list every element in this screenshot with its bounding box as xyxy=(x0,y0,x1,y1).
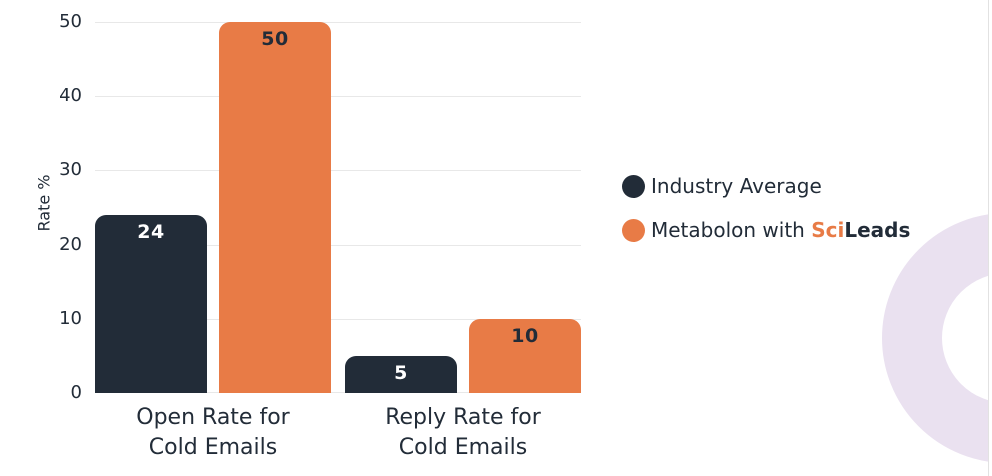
gridline xyxy=(95,319,581,320)
y-tick-label: 10 xyxy=(59,308,82,329)
bar-industry-average-cat2: 5 xyxy=(345,356,457,393)
y-axis-ticks: 0 10 20 30 40 50 xyxy=(0,0,82,476)
gridline xyxy=(95,392,581,393)
gridline xyxy=(95,96,581,97)
y-tick-label: 50 xyxy=(59,11,82,32)
x-axis-label-line: Cold Emails xyxy=(398,435,528,460)
legend: Industry Average Metabolon with SciLeads xyxy=(622,174,910,242)
decorative-ring xyxy=(882,213,988,463)
brand-sci: Sci xyxy=(811,218,845,242)
x-axis-label-line: Reply Rate for xyxy=(385,405,541,430)
legend-label: Industry Average xyxy=(651,174,822,198)
y-tick-label: 30 xyxy=(59,159,82,180)
legend-item-industry-average: Industry Average xyxy=(622,174,910,198)
y-tick-label: 40 xyxy=(59,85,82,106)
y-tick-label: 0 xyxy=(70,382,82,403)
bar-metabolon-with-scileads-cat1: 50 xyxy=(219,22,331,393)
bar-metabolon-with-scileads-cat2: 10 xyxy=(469,319,581,393)
bar-value-label: 10 xyxy=(511,325,539,347)
plot-area: 24 50 5 10 xyxy=(95,0,581,393)
x-axis-label-open-rate: Open Rate for Cold Emails xyxy=(136,403,289,463)
x-axis-label-reply-rate: Reply Rate for Cold Emails xyxy=(385,403,541,463)
x-axis-label-line: Cold Emails xyxy=(148,435,278,460)
brand-leads: Leads xyxy=(844,218,911,242)
bar-value-label: 24 xyxy=(137,221,165,243)
gridline xyxy=(95,22,581,23)
bar-value-label: 50 xyxy=(261,28,289,50)
bar-industry-average-cat1: 24 xyxy=(95,215,207,393)
gridline xyxy=(95,170,581,171)
bar-value-label: 5 xyxy=(394,362,408,384)
legend-label: Metabolon with SciLeads xyxy=(651,218,911,242)
legend-item-metabolon-scileads: Metabolon with SciLeads xyxy=(622,218,910,242)
metabolon-swatch-icon xyxy=(622,218,645,242)
y-tick-label: 20 xyxy=(59,234,82,255)
gridline xyxy=(95,245,581,246)
industry-average-swatch-icon xyxy=(622,174,645,198)
x-axis-label-line: Open Rate for xyxy=(136,405,290,430)
